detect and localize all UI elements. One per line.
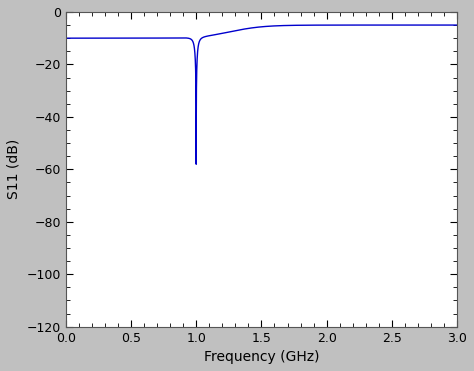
X-axis label: Frequency (GHz): Frequency (GHz) bbox=[204, 350, 319, 364]
Y-axis label: S11 (dB): S11 (dB) bbox=[7, 139, 21, 200]
